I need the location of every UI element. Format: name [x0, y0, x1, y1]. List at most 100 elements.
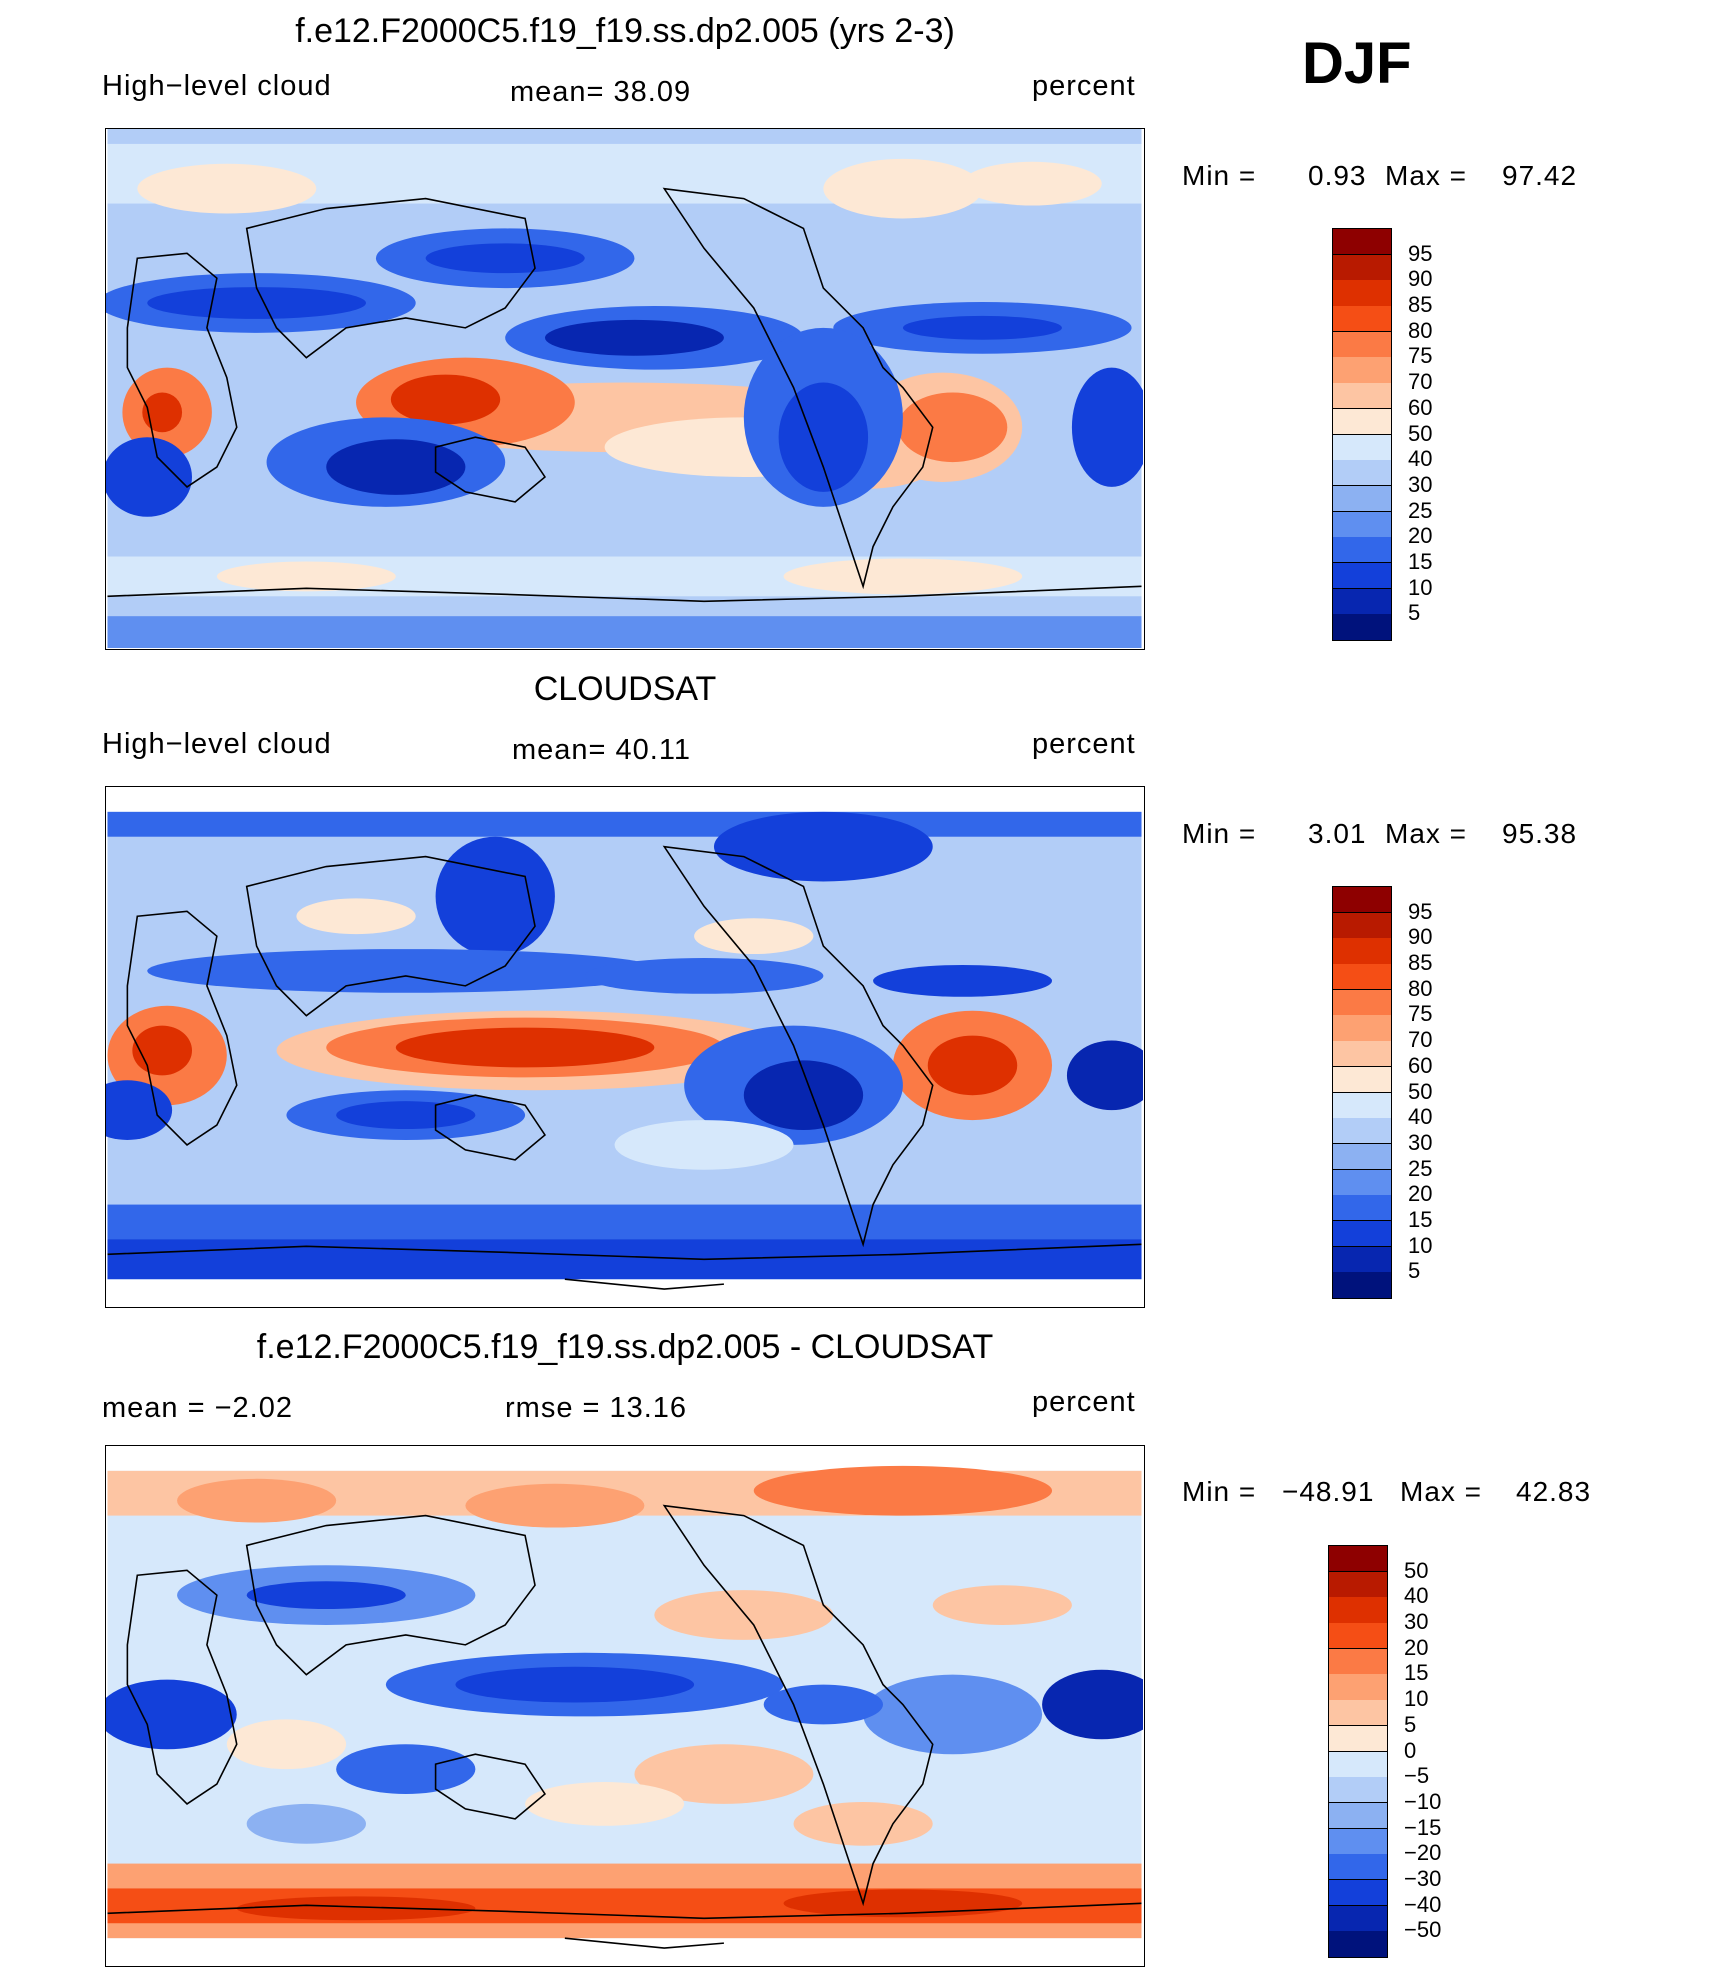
colorbar-label: 20: [1408, 1181, 1433, 1207]
colorbar-segment: [1333, 614, 1391, 641]
colorbar-label: 50: [1404, 1557, 1429, 1583]
colorbar-segment: [1333, 989, 1391, 1016]
panel-3-colorbar: [1328, 1545, 1388, 1958]
colorbar-label: 20: [1404, 1634, 1429, 1660]
colorbar-segment: [1333, 1015, 1391, 1042]
colorbar-segment: [1333, 562, 1391, 590]
panel-1-variable-label: High−level cloud: [102, 70, 332, 102]
panel-3-title: f.e12.F2000C5.f19_f19.ss.dp2.005 - CLOUD…: [256, 1328, 994, 1366]
colorbar-label: 60: [1408, 394, 1433, 420]
colorbar-segment: [1329, 1751, 1387, 1778]
colorbar-label: −5: [1404, 1763, 1430, 1789]
colorbar-label: 15: [1408, 1206, 1433, 1232]
colorbar-label: 85: [1408, 950, 1433, 976]
colorbar-label: 10: [1408, 574, 1433, 600]
colorbar-label: 50: [1408, 420, 1433, 446]
colorbar-segment: [1329, 1802, 1387, 1830]
colorbar-label: 90: [1408, 924, 1433, 950]
colorbar-label: −15: [1404, 1814, 1442, 1840]
colorbar-segment: [1333, 1246, 1391, 1273]
colorbar-label: 40: [1408, 1104, 1433, 1130]
panel-2-mean-label: mean= 40.11: [512, 734, 691, 766]
colorbar-segment: [1333, 485, 1391, 513]
colorbar-segment: [1329, 1623, 1387, 1650]
panel-3-map: [105, 1445, 1145, 1967]
colorbar-segment: [1329, 1546, 1387, 1573]
colorbar-label: 20: [1408, 523, 1433, 549]
panel-2-units-label: percent: [1032, 728, 1136, 760]
colorbar-label: 80: [1408, 317, 1433, 343]
colorbar-segment: [1333, 434, 1391, 461]
colorbar-label: 10: [1404, 1686, 1429, 1712]
colorbar-label: 80: [1408, 975, 1433, 1001]
colorbar-segment: [1329, 1854, 1387, 1881]
colorbar-segment: [1329, 1674, 1387, 1701]
colorbar-label: 70: [1408, 1027, 1433, 1053]
panel-1-min-value: 0.93: [1308, 160, 1367, 191]
colorbar-segment: [1333, 1272, 1391, 1299]
panel-1-min-label: Min =: [1182, 160, 1257, 191]
panel-1-units-label: percent: [1032, 70, 1136, 102]
colorbar-label: 10: [1408, 1232, 1433, 1258]
colorbar-label: 5: [1408, 600, 1421, 626]
colorbar-label: 30: [1404, 1609, 1429, 1635]
panel-1-map-svg: [106, 129, 1143, 648]
colorbar-label: 30: [1408, 1129, 1433, 1155]
colorbar-segment: [1333, 887, 1391, 914]
colorbar-segment: [1333, 1118, 1391, 1145]
colorbar-segment: [1329, 1648, 1387, 1675]
colorbar-segment: [1329, 1597, 1387, 1624]
panel-3-mean-label: mean = −2.02: [102, 1392, 293, 1424]
colorbar-segment: [1329, 1879, 1387, 1907]
colorbar-segment: [1333, 1143, 1391, 1171]
panel-1-map: [105, 128, 1145, 650]
panel-2-colorbar: [1332, 886, 1392, 1299]
colorbar-segment: [1329, 1905, 1387, 1932]
panel-3-max-value: 42.83: [1516, 1476, 1592, 1507]
colorbar-segment: [1333, 1041, 1391, 1068]
colorbar-label: 95: [1408, 898, 1433, 924]
season-label: DJF: [1302, 31, 1412, 96]
colorbar-label: 5: [1408, 1258, 1421, 1284]
panel-2-map: [105, 786, 1145, 1308]
panel-1-colorbar: [1332, 228, 1392, 641]
colorbar-label: 30: [1408, 471, 1433, 497]
colorbar-segment: [1333, 254, 1391, 281]
colorbar-label: 75: [1408, 343, 1433, 369]
panel-2-max-value: 95.38: [1502, 818, 1578, 849]
colorbar-segment: [1333, 537, 1391, 564]
colorbar-segment: [1333, 306, 1391, 333]
colorbar-label: 60: [1408, 1052, 1433, 1078]
colorbar-label: 15: [1408, 548, 1433, 574]
panel-2-min-value: 3.01: [1308, 818, 1367, 849]
colorbar-label: 40: [1408, 446, 1433, 472]
colorbar-segment: [1333, 1092, 1391, 1119]
colorbar-segment: [1333, 588, 1391, 615]
colorbar-label: 85: [1408, 292, 1433, 318]
colorbar-segment: [1333, 280, 1391, 307]
colorbar-segment: [1329, 1725, 1387, 1752]
panel-2-map-svg: [106, 787, 1143, 1306]
colorbar-label: 95: [1408, 240, 1433, 266]
colorbar-segment: [1333, 357, 1391, 384]
colorbar-label: 25: [1408, 497, 1433, 523]
colorbar-segment: [1329, 1931, 1387, 1958]
colorbar-label: 90: [1408, 266, 1433, 292]
colorbar-label: −40: [1404, 1891, 1442, 1917]
colorbar-segment: [1333, 383, 1391, 410]
panel-1-mean-label: mean= 38.09: [510, 76, 692, 108]
panel-1-max-value: 97.42: [1502, 160, 1578, 191]
colorbar-label: 70: [1408, 369, 1433, 395]
colorbar-label: −30: [1404, 1865, 1442, 1891]
colorbar-label: −20: [1404, 1840, 1442, 1866]
colorbar-segment: [1333, 1195, 1391, 1222]
panel-2-max-label: Max =: [1385, 818, 1468, 849]
colorbar-segment: [1333, 912, 1391, 939]
colorbar-segment: [1329, 1828, 1387, 1855]
colorbar-segment: [1333, 511, 1391, 538]
colorbar-label: −10: [1404, 1788, 1442, 1814]
panel-3-min-value: −48.91: [1282, 1476, 1375, 1507]
colorbar-label: 15: [1404, 1660, 1429, 1686]
colorbar-segment: [1333, 331, 1391, 358]
colorbar-label: −50: [1404, 1917, 1442, 1943]
